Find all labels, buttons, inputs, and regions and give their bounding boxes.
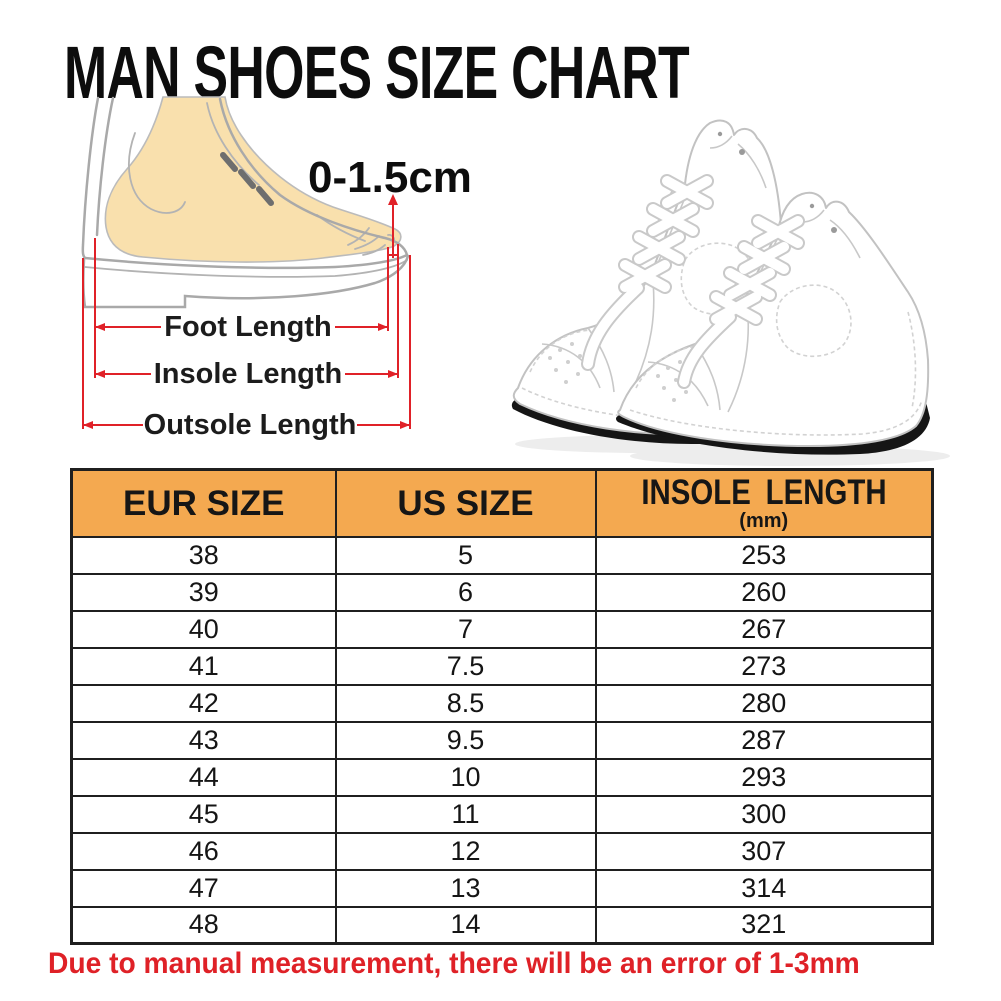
size-table: EUR SIZE US SIZE INSOLE LENGTH (mm) 38 5 2… bbox=[70, 468, 934, 945]
table-header-row: EUR SIZE US SIZE INSOLE LENGTH (mm) bbox=[70, 468, 934, 538]
us-size-cell: 14 bbox=[334, 905, 597, 945]
eur-size-cell: 41 bbox=[70, 646, 337, 686]
foot-length-label: Foot Length bbox=[164, 311, 332, 343]
us-size-cell: 6 bbox=[334, 572, 597, 612]
insole-length-cell: 280 bbox=[594, 683, 934, 723]
header-us-size: US SIZE bbox=[334, 468, 597, 538]
toe-allowance-label: 0-1.5cm bbox=[308, 153, 472, 202]
insole-length-cell: 287 bbox=[594, 720, 934, 760]
eur-size-cell: 39 bbox=[70, 572, 337, 612]
insole-length-cell: 314 bbox=[594, 868, 934, 908]
insole-length-label: Insole Length bbox=[154, 358, 343, 390]
eur-size-cell: 45 bbox=[70, 794, 337, 834]
sneaker-right-laces bbox=[677, 214, 805, 389]
us-size-cell: 13 bbox=[334, 868, 597, 908]
header-insole-unit: (mm) bbox=[739, 510, 789, 533]
us-size-cell: 9.5 bbox=[334, 720, 597, 760]
table-row: 42 8.5 280 bbox=[70, 683, 934, 723]
table-row: 44 10 293 bbox=[70, 757, 934, 797]
us-size-cell: 7.5 bbox=[334, 646, 597, 686]
eur-size-cell: 46 bbox=[70, 831, 337, 871]
insole-length-cell: 293 bbox=[594, 757, 934, 797]
sneaker-right bbox=[615, 191, 930, 455]
us-size-cell: 11 bbox=[334, 794, 597, 834]
table-row: 41 7.5 273 bbox=[70, 646, 934, 686]
eur-size-cell: 38 bbox=[70, 535, 337, 575]
eur-size-cell: 44 bbox=[70, 757, 337, 797]
eur-size-cell: 40 bbox=[70, 609, 337, 649]
table-row: 45 11 300 bbox=[70, 794, 934, 834]
insole-length-cell: 273 bbox=[594, 646, 934, 686]
us-size-cell: 12 bbox=[334, 831, 597, 871]
insole-length-cell: 307 bbox=[594, 831, 934, 871]
insole-length-cell: 260 bbox=[594, 572, 934, 612]
table-row: 46 12 307 bbox=[70, 831, 934, 871]
insole-length-cell: 300 bbox=[594, 794, 934, 834]
table-row: 48 14 321 bbox=[70, 905, 934, 945]
us-size-cell: 10 bbox=[334, 757, 597, 797]
header-eur-size: EUR SIZE bbox=[70, 468, 337, 538]
measurement-error-note: Due to manual measurement, there will be… bbox=[48, 947, 860, 980]
table-row: 40 7 267 bbox=[70, 609, 934, 649]
us-size-cell: 5 bbox=[334, 535, 597, 575]
table-row: 38 5 253 bbox=[70, 535, 934, 575]
insole-length-cell: 267 bbox=[594, 609, 934, 649]
us-size-cell: 8.5 bbox=[334, 683, 597, 723]
header-insole-length: INSOLE LENGTH (mm) bbox=[594, 468, 934, 538]
outsole-length-label: Outsole Length bbox=[144, 409, 357, 441]
sneaker-left-laces bbox=[581, 174, 714, 371]
table-row: 39 6 260 bbox=[70, 572, 934, 612]
insole-length-cell: 321 bbox=[594, 905, 934, 945]
shoe-laces-marks bbox=[220, 152, 274, 206]
insole-length-cell: 253 bbox=[594, 535, 934, 575]
foot-measurement-diagram: 0-1.5cm Foot Length Insole Length Outsol… bbox=[81, 96, 472, 441]
table-row: 47 13 314 bbox=[70, 868, 934, 908]
white-high-top-sneakers-image bbox=[511, 119, 950, 466]
eur-size-cell: 43 bbox=[70, 720, 337, 760]
eur-size-cell: 47 bbox=[70, 868, 337, 908]
eur-size-cell: 48 bbox=[70, 905, 337, 945]
eur-size-cell: 42 bbox=[70, 683, 337, 723]
table-row: 43 9.5 287 bbox=[70, 720, 934, 760]
us-size-cell: 7 bbox=[334, 609, 597, 649]
